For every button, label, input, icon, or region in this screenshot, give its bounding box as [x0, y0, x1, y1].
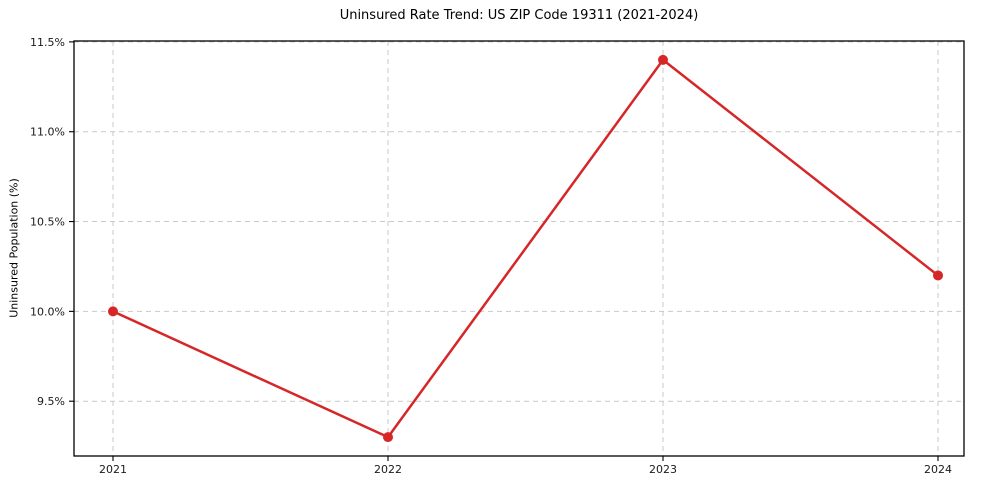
x-tick-label: 2024: [924, 463, 952, 476]
data-point: [658, 54, 668, 65]
data-point: [933, 270, 943, 281]
trend-line: [111, 58, 940, 439]
y-tick-label: 10.5%: [30, 216, 65, 229]
plot-border: [73, 40, 965, 457]
y-tick-label: 11.0%: [30, 126, 65, 139]
x-tick-label: 2022: [374, 463, 402, 476]
x-tick-label: 2021: [99, 463, 127, 476]
chart-title: Uninsured Rate Trend: US ZIP Code 19311 …: [339, 8, 699, 23]
x-tick-label: 2023: [649, 463, 677, 476]
y-tick-label: 10.0%: [30, 305, 65, 318]
data-point: [383, 432, 393, 443]
y-tick-label: 9.5%: [37, 395, 65, 408]
data-point: [108, 306, 118, 317]
y-tick-label: 11.5%: [30, 36, 65, 49]
